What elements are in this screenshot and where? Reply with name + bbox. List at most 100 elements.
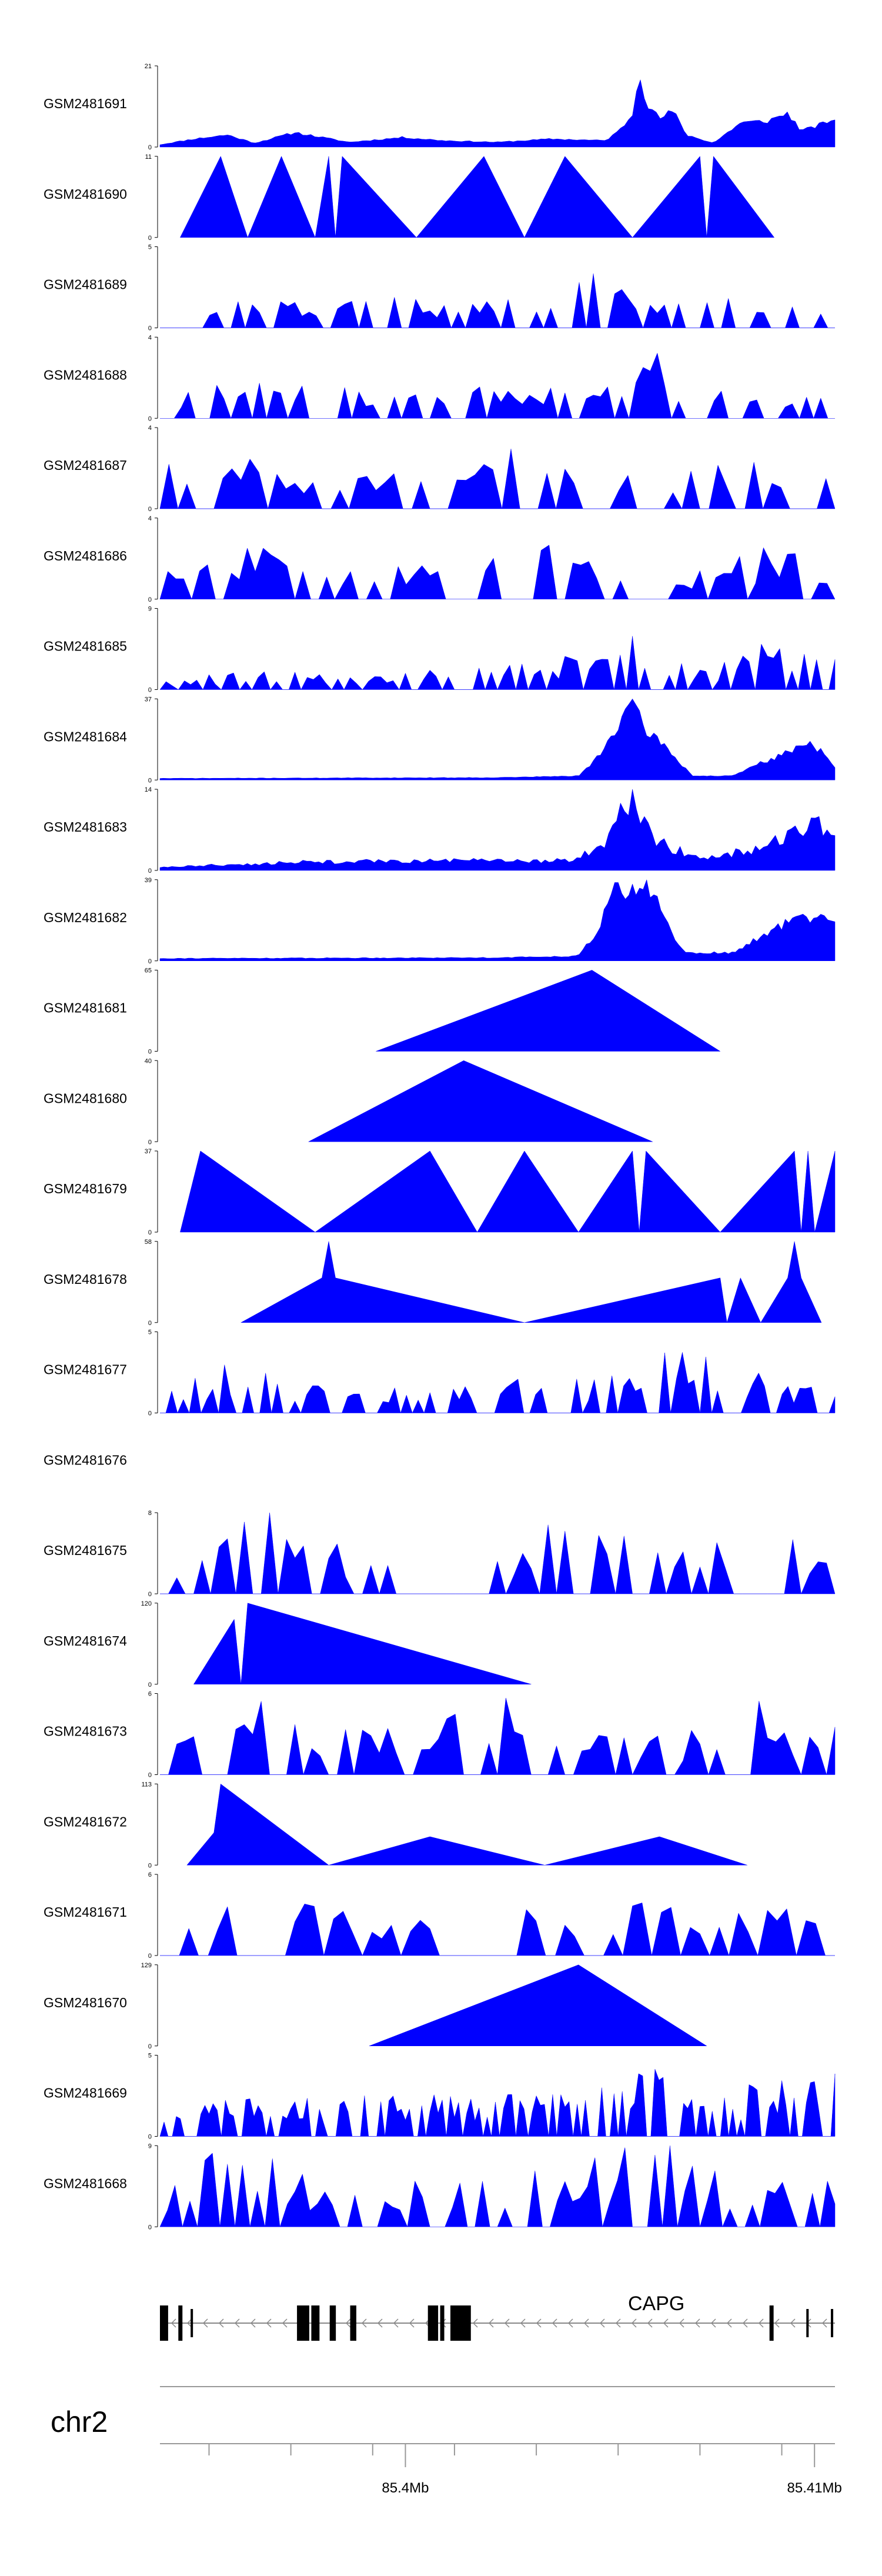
- y-min-label: 0: [148, 1953, 152, 1960]
- strand-arrow: [218, 2318, 224, 2328]
- strand-arrow: [488, 2318, 494, 2328]
- strand-arrow: [726, 2318, 732, 2328]
- strand-arrow: [393, 2318, 399, 2328]
- y-min-label: 0: [148, 1772, 152, 1779]
- track-label-GSM2481686: GSM2481686: [44, 548, 127, 563]
- y-max-label: 4: [148, 334, 152, 341]
- track-label-GSM2481690: GSM2481690: [44, 186, 127, 202]
- strand-arrow: [790, 2318, 796, 2328]
- coverage-area-GSM2481688: [159, 352, 836, 419]
- strand-arrow: [615, 2318, 621, 2328]
- coverage-area-GSM2481687: [159, 449, 836, 509]
- y-max-label: 5: [148, 1329, 152, 1336]
- y-max-label: 129: [141, 1962, 152, 1969]
- track-label-GSM2481668: GSM2481668: [44, 2175, 127, 2191]
- coverage-area-GSM2481669: [159, 2069, 836, 2137]
- gene-exon: [831, 2309, 834, 2337]
- strand-arrow: [552, 2318, 557, 2328]
- coverage-area-GSM2481677: [160, 1352, 836, 1414]
- gene-exon: [191, 2309, 193, 2337]
- y-min-label: 0: [148, 1049, 152, 1056]
- y-max-label: 37: [145, 696, 152, 703]
- y-max-label: 21: [145, 63, 152, 70]
- axis-tick-label: 85.4Mb: [382, 2480, 429, 2496]
- gene-exon: [350, 2305, 356, 2341]
- strand-arrow: [742, 2318, 748, 2328]
- strand-arrow: [647, 2318, 653, 2328]
- track-label-GSM2481691: GSM2481691: [44, 96, 127, 111]
- strand-arrow: [520, 2318, 526, 2328]
- track-label-GSM2481680: GSM2481680: [44, 1090, 127, 1106]
- coverage-area-GSM2481670: [369, 1964, 707, 2047]
- strand-arrow: [536, 2318, 542, 2328]
- strand-arrow: [361, 2318, 367, 2328]
- gene-exon: [160, 2305, 168, 2341]
- track-label-GSM2481689: GSM2481689: [44, 277, 127, 292]
- coverage-area-GSM2481680: [308, 1060, 653, 1142]
- y-min-label: 0: [148, 1681, 152, 1689]
- y-max-label: 9: [148, 2143, 152, 2150]
- genome-axis: chr2 85.4Mb 85.41Mb: [51, 2386, 842, 2496]
- track-label-GSM2481671: GSM2481671: [44, 1904, 127, 1920]
- strand-arrow: [171, 2318, 176, 2328]
- y-min-label: 0: [148, 506, 152, 513]
- strand-arrow: [567, 2318, 573, 2328]
- strand-arrow: [377, 2318, 383, 2328]
- y-min-label: 0: [148, 1862, 152, 1869]
- track-label-GSM2481687: GSM2481687: [44, 458, 127, 473]
- y-min-label: 0: [148, 235, 152, 242]
- strand-arrow: [631, 2318, 637, 2328]
- track-label-GSM2481675: GSM2481675: [44, 1543, 127, 1558]
- gene-exon: [297, 2305, 309, 2341]
- strand-arrow: [694, 2318, 700, 2328]
- track-label-GSM2481682: GSM2481682: [44, 910, 127, 925]
- y-max-label: 8: [148, 1510, 152, 1517]
- strand-arrow: [345, 2318, 351, 2328]
- y-min-label: 0: [148, 596, 152, 603]
- gene-exon: [450, 2305, 471, 2341]
- track-label-GSM2481679: GSM2481679: [44, 1181, 127, 1196]
- coverage-area-GSM2481679: [180, 1150, 836, 1233]
- coverage-area-GSM2481673: [160, 1697, 836, 1776]
- track-label-GSM2481674: GSM2481674: [44, 1633, 127, 1649]
- coverage-area-GSM2481681: [376, 970, 721, 1052]
- y-max-label: 37: [145, 1148, 152, 1155]
- strand-arrow: [583, 2318, 589, 2328]
- coverage-area-GSM2481683: [159, 789, 836, 871]
- y-min-label: 0: [148, 325, 152, 332]
- coverage-area-GSM2481675: [160, 1512, 836, 1594]
- y-max-label: 4: [148, 425, 152, 432]
- strand-arrow: [774, 2318, 780, 2328]
- y-max-label: 40: [145, 1057, 152, 1065]
- y-max-label: 65: [145, 967, 152, 975]
- gene-exon: [806, 2309, 809, 2337]
- strand-arrow: [758, 2318, 764, 2328]
- coverage-area-GSM2481686: [159, 545, 836, 600]
- y-max-label: 5: [148, 2053, 152, 2060]
- y-min-label: 0: [148, 2134, 152, 2141]
- gene-track: CAPG: [160, 2293, 835, 2341]
- track-label-GSM2481673: GSM2481673: [44, 1724, 127, 1739]
- coverage-area-GSM2481678: [240, 1241, 822, 1323]
- chromosome-label: chr2: [51, 2405, 108, 2438]
- track-label-GSM2481678: GSM2481678: [44, 1272, 127, 1287]
- y-min-label: 0: [148, 1320, 152, 1327]
- coverage-area-GSM2481668: [159, 2145, 836, 2228]
- coverage-area-GSM2481685: [159, 636, 836, 690]
- y-min-label: 0: [148, 1410, 152, 1417]
- axis-tick-label: 85.41Mb: [787, 2480, 842, 2496]
- coverage-area-GSM2481674: [193, 1603, 532, 1685]
- y-min-label: 0: [148, 2224, 152, 2231]
- y-max-label: 6: [148, 1691, 152, 1698]
- gene-exon: [329, 2305, 336, 2341]
- strand-arrow: [409, 2318, 415, 2328]
- gene-exon: [427, 2305, 439, 2341]
- track-label-GSM2481688: GSM2481688: [44, 367, 127, 382]
- y-max-label: 39: [145, 877, 152, 884]
- strand-arrow: [234, 2318, 240, 2328]
- y-min-label: 0: [148, 687, 152, 694]
- gene-exon: [311, 2305, 320, 2341]
- track-label-GSM2481676: GSM2481676: [44, 1452, 127, 1467]
- strand-arrow: [663, 2318, 669, 2328]
- y-max-label: 5: [148, 244, 152, 251]
